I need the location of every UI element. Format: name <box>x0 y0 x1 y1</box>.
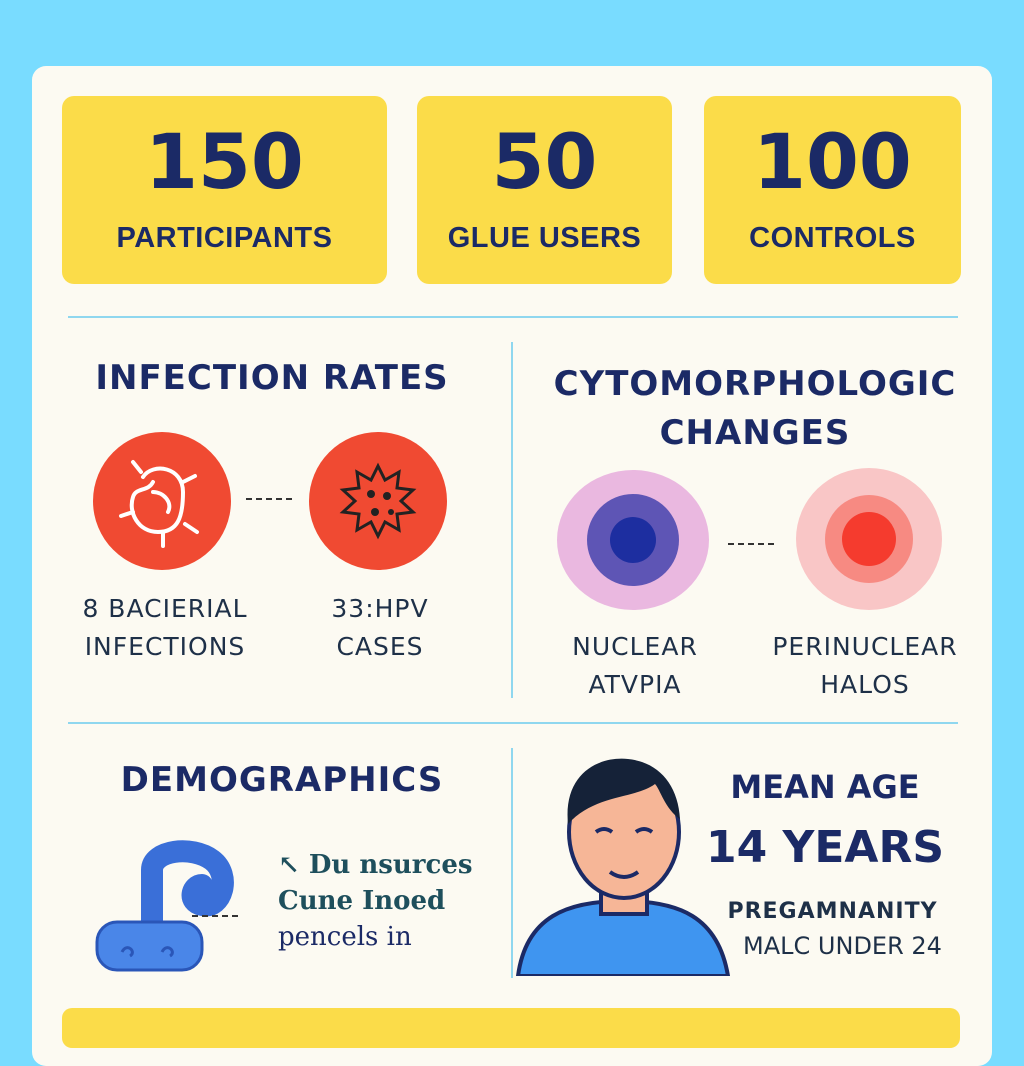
cyto-title: CYTOMORPHOLOGIC CHANGES <box>530 360 980 459</box>
divider <box>511 748 513 978</box>
text-line: Cune Inoed <box>278 885 446 916</box>
stat-glue-users: 50 GLUE USERS <box>417 96 672 284</box>
bacterial-infections-label: 8 BACIERIAL INFECTIONS <box>60 590 270 665</box>
teen-avatar-icon <box>515 754 731 978</box>
label-line: NUCLEAR <box>572 632 698 661</box>
divider <box>511 342 513 698</box>
stat-label: CONTROLS <box>749 222 916 254</box>
connector <box>192 915 238 917</box>
bottom-banner <box>62 1008 960 1048</box>
label-line: 8 BACIERIAL <box>82 594 248 623</box>
demographics-title: DEMOGRAPHICS <box>120 760 444 800</box>
nuclear-atypia-label: NUCLEAR ATVPIA <box>540 628 730 703</box>
perinuclear-halo-cell-icon <box>796 468 942 610</box>
label-line: INFECTIONS <box>84 631 246 661</box>
text-line: ↖ Du nsurces <box>278 850 473 880</box>
mean-age-title: MEAN AGE <box>730 768 920 806</box>
mean-age-value: 14 YEARS <box>705 822 945 873</box>
label-line: ATVPIA <box>588 669 682 699</box>
label-line: 33:HPV <box>331 594 429 623</box>
stat-participants: 150 PARTICIPANTS <box>62 96 387 284</box>
stat-value: 150 <box>145 117 304 206</box>
demographics-text: ↖ Du nsurces Cune Inoed pencels in <box>278 848 473 956</box>
divider <box>68 722 958 724</box>
connector <box>246 498 292 500</box>
label-line: PERINUCLEAR <box>772 632 958 661</box>
title-line: CYTOMORPHOLOGIC <box>553 364 957 404</box>
stat-label: PARTICIPANTS <box>116 222 333 254</box>
perinuclear-halos-label: PERINUCLEAR HALOS <box>745 628 985 703</box>
label-line: CASES <box>336 631 424 661</box>
title-line: CHANGES <box>659 413 851 454</box>
stat-value: 50 <box>491 117 598 206</box>
age-note-1: PREGAMNANITY <box>727 899 938 924</box>
stat-value: 100 <box>753 117 912 206</box>
glue-tube-icon <box>92 840 242 975</box>
virus-icon <box>309 432 447 570</box>
bacteria-icon <box>93 432 231 570</box>
stat-controls: 100 CONTROLS <box>704 96 961 284</box>
age-note-2: MALC UNDER 24 <box>743 932 942 960</box>
infection-title: INFECTION RATES <box>95 358 449 398</box>
stat-label: GLUE USERS <box>447 222 642 254</box>
hpv-cases-label: 33:HPV CASES <box>290 590 470 665</box>
divider <box>68 316 958 318</box>
nuclear-atypia-cell-icon <box>557 470 709 610</box>
label-line: HALOS <box>820 669 910 699</box>
text-line: pencels in <box>278 921 412 952</box>
connector <box>728 543 774 545</box>
